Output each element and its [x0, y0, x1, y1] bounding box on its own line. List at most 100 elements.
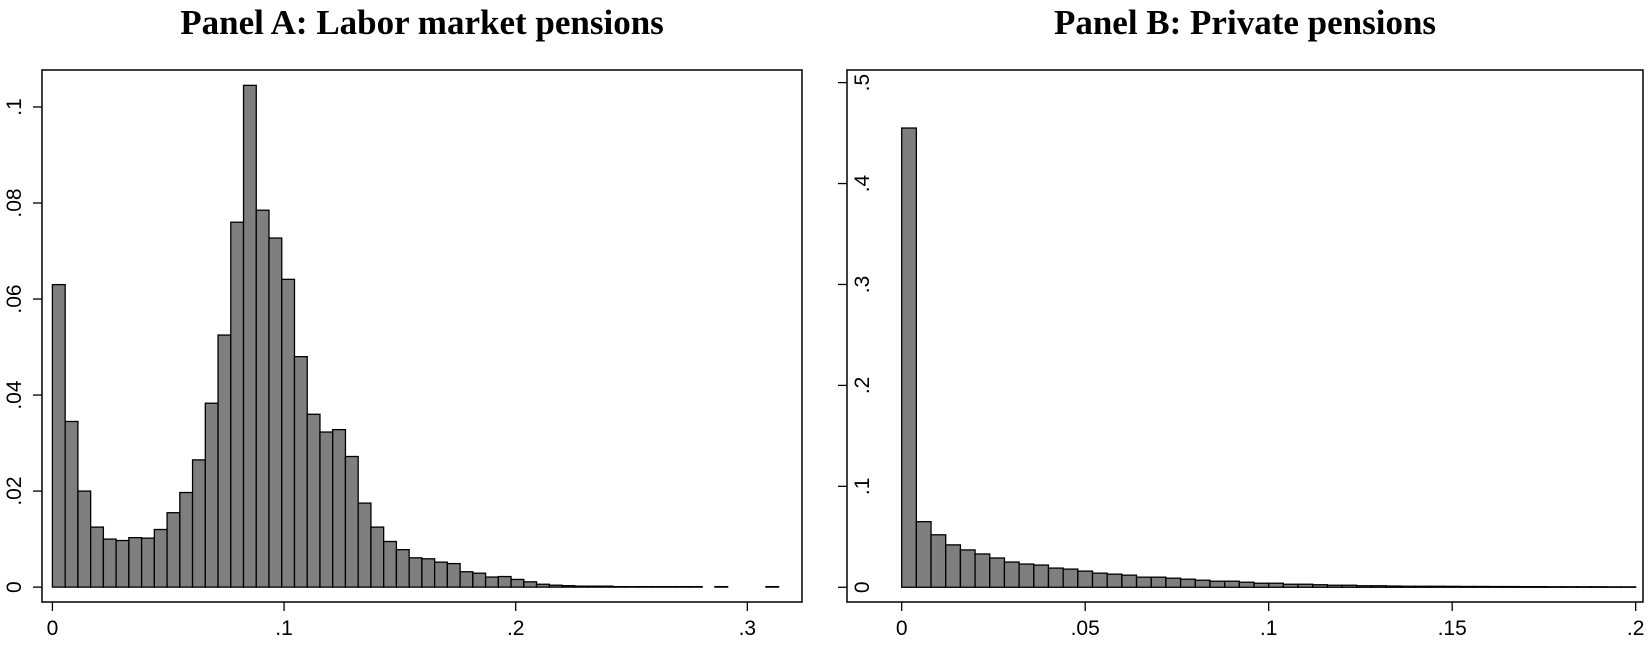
- bar: [901, 127, 918, 588]
- bar: [974, 553, 991, 588]
- bar: [1590, 586, 1607, 588]
- bar: [1282, 583, 1299, 588]
- bar: [1209, 580, 1226, 588]
- bar: [1385, 585, 1402, 588]
- bar: [293, 355, 308, 588]
- bar: [89, 526, 105, 588]
- bar: [535, 583, 550, 588]
- bar: [395, 549, 410, 588]
- bar: [1458, 585, 1475, 588]
- bar: [1062, 568, 1079, 588]
- bar: [153, 528, 168, 588]
- bar: [421, 558, 436, 588]
- panel-title: Panel A: Labor market pensions: [180, 3, 664, 42]
- bar: [1312, 584, 1329, 588]
- bar: [446, 562, 461, 588]
- bar: [1077, 570, 1094, 588]
- x-tick-label: 0: [896, 617, 908, 640]
- y-tick-label: .02: [3, 476, 26, 505]
- bar: [523, 581, 538, 588]
- bar: [1121, 574, 1138, 588]
- bar: [77, 490, 92, 588]
- bar: [1400, 585, 1417, 588]
- y-tick-label: .2: [851, 377, 874, 395]
- bar: [1194, 579, 1211, 588]
- x-tick-label: .1: [275, 617, 293, 640]
- bar: [1576, 586, 1593, 588]
- bar: [179, 491, 194, 588]
- bar: [64, 420, 79, 588]
- bar: [306, 413, 321, 588]
- bar: [1165, 577, 1182, 588]
- y-tick-label: .04: [3, 380, 26, 410]
- bar: [1033, 564, 1050, 588]
- bar: [1370, 585, 1387, 588]
- x-tick-label: .05: [1071, 617, 1100, 640]
- x-tick-label: .15: [1438, 617, 1467, 640]
- bar: [1561, 586, 1578, 588]
- bar: [102, 538, 117, 588]
- bar: [586, 585, 601, 588]
- bar: [1517, 586, 1534, 588]
- bar: [1268, 582, 1285, 588]
- bar: [459, 571, 474, 588]
- bar: [191, 459, 206, 588]
- bar: [140, 537, 155, 588]
- bar: [1003, 561, 1020, 588]
- bar: [1106, 573, 1123, 588]
- y-tick-label: 0: [851, 581, 874, 593]
- bar: [357, 502, 372, 588]
- x-tick-label: 0: [47, 617, 59, 640]
- y-tick-label: .5: [851, 74, 874, 92]
- bar: [945, 544, 962, 588]
- bar: [497, 575, 512, 588]
- bar: [1223, 580, 1240, 588]
- bar: [484, 576, 499, 588]
- bar: [383, 540, 398, 588]
- bar: [115, 539, 130, 588]
- bar: [1444, 585, 1461, 588]
- bar: [1473, 585, 1490, 588]
- bar: [1429, 585, 1446, 588]
- y-tick-label: .06: [3, 284, 26, 313]
- bar: [1488, 585, 1505, 588]
- bar: [332, 428, 347, 588]
- bar: [915, 521, 932, 588]
- bar: [217, 334, 232, 588]
- bar: [1532, 586, 1549, 588]
- bar: [510, 578, 525, 588]
- y-tick-label: 0: [3, 581, 26, 593]
- bar: [255, 209, 270, 588]
- y-tick-label: .1: [3, 98, 26, 116]
- bar: [166, 512, 181, 588]
- bar: [1179, 578, 1196, 588]
- bar: [574, 585, 589, 588]
- bar: [1238, 581, 1255, 588]
- x-tick-label: .2: [1627, 617, 1645, 640]
- bar: [1091, 572, 1108, 588]
- bar: [1135, 576, 1152, 588]
- panel-title: Panel B: Private pensions: [1054, 3, 1436, 42]
- bar: [1018, 563, 1035, 588]
- bar: [242, 84, 257, 588]
- plot-frame: [846, 69, 1644, 603]
- bar: [959, 549, 976, 588]
- bar: [433, 561, 449, 588]
- bar: [1341, 584, 1358, 588]
- bar: [1326, 584, 1343, 588]
- y-tick-label: .1: [851, 478, 874, 496]
- bar: [1297, 583, 1314, 588]
- y-tick-label: .4: [851, 174, 874, 192]
- y-tick-label: .3: [851, 276, 874, 294]
- bar: [930, 534, 947, 588]
- bar: [1356, 585, 1373, 588]
- bar: [1150, 576, 1167, 588]
- bar: [408, 557, 423, 588]
- plot-frame: [41, 69, 803, 603]
- bar: [281, 278, 296, 588]
- x-tick-label: .2: [507, 617, 525, 640]
- bar: [548, 584, 563, 588]
- bar: [1502, 585, 1519, 588]
- y-tick-label: .08: [3, 188, 26, 217]
